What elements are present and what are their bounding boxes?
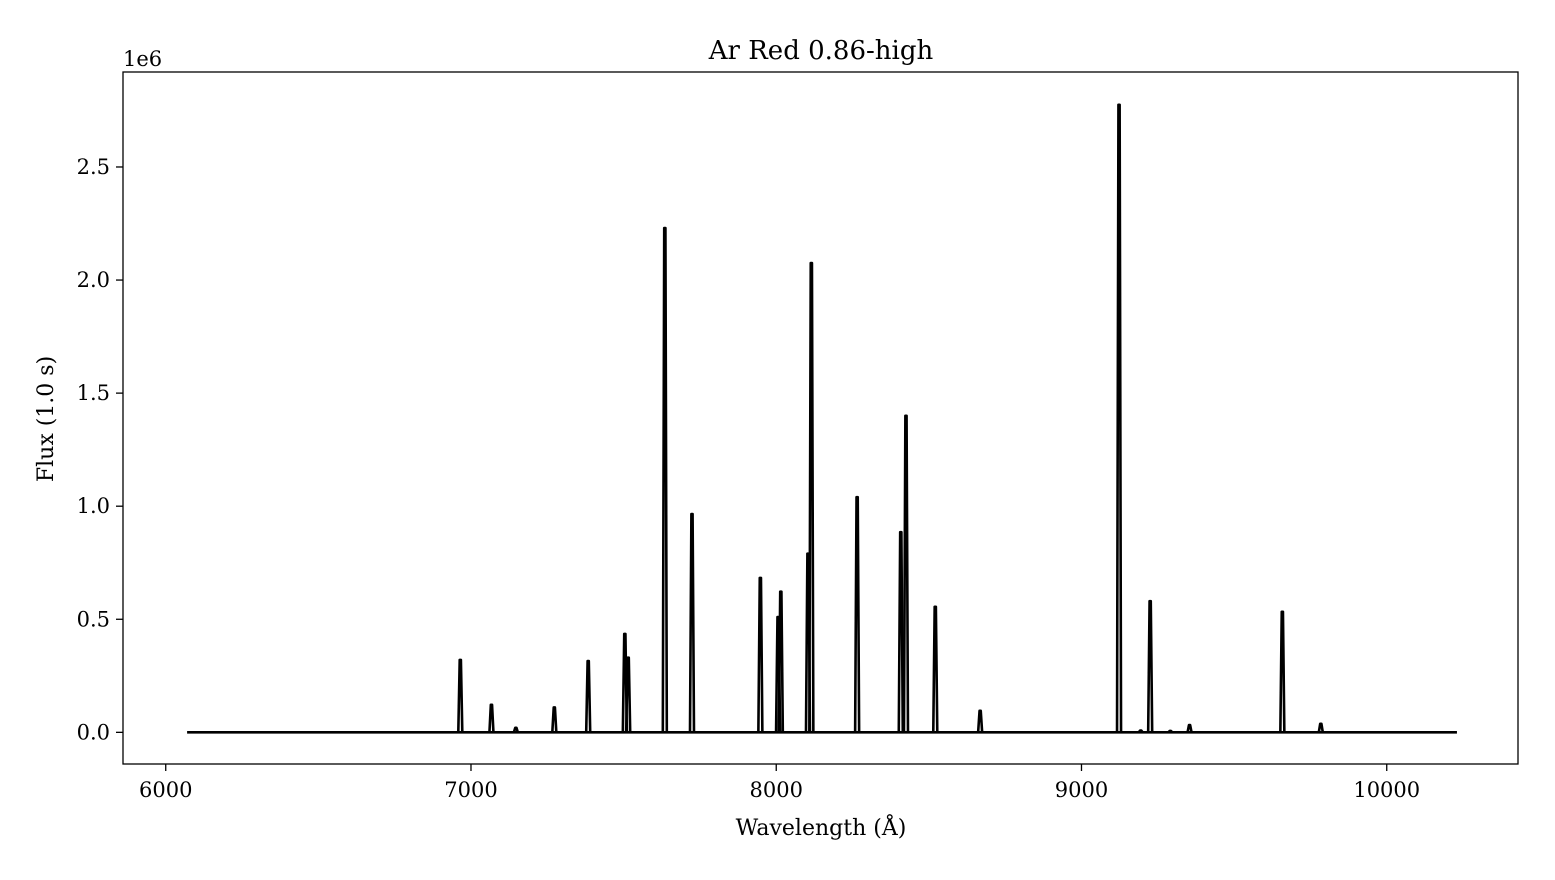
emission-line-peak <box>1186 723 1193 733</box>
plot-area <box>187 103 1457 734</box>
emission-line-peak <box>808 261 815 733</box>
emission-line-peak <box>1146 599 1154 733</box>
x-axis-label: Wavelength (Å) <box>736 813 907 841</box>
y-tick-label: 0.0 <box>77 720 110 744</box>
emission-line-peak <box>1279 610 1286 733</box>
x-tick-label: 6000 <box>139 778 192 802</box>
x-tick-label: 8000 <box>750 778 803 802</box>
emission-line-peak <box>661 226 669 733</box>
chart-title: Ar Red 0.86-high <box>708 36 934 66</box>
x-tick-label: 7000 <box>444 778 497 802</box>
emission-line-peak <box>584 659 592 733</box>
emission-line-peak <box>488 703 495 733</box>
x-tick-label: 10000 <box>1353 778 1420 802</box>
y-tick-label: 2.0 <box>77 268 110 292</box>
y-tick-label: 1.0 <box>77 494 110 518</box>
emission-line-peak <box>853 495 861 733</box>
emission-line-peak <box>457 658 464 733</box>
emission-line-peak <box>512 726 520 733</box>
emission-line-peak <box>777 590 785 733</box>
emission-line-peak <box>551 706 558 733</box>
emission-line-peak <box>1167 729 1174 734</box>
y-axis-offset-label: 1e6 <box>123 47 162 71</box>
plot-frame <box>122 71 1519 765</box>
emission-line-peak <box>624 656 632 733</box>
emission-line-peak <box>1317 722 1325 733</box>
emission-line-peak <box>931 605 939 733</box>
y-tick-label: 0.5 <box>77 607 110 631</box>
y-tick-label: 1.5 <box>77 381 110 405</box>
emission-line-peak <box>902 414 910 733</box>
y-axis-label: Flux (1.0 s) <box>34 356 59 482</box>
emission-line-peak <box>688 512 696 733</box>
x-axis: 6000 7000 8000 9000 10000 <box>139 764 1420 802</box>
emission-line-peak <box>897 530 905 733</box>
y-tick-label: 2.5 <box>77 155 110 179</box>
x-tick-label: 9000 <box>1055 778 1108 802</box>
y-axis: 0.0 0.5 1.0 1.5 2.0 2.5 <box>77 155 123 744</box>
emission-line-peak <box>1137 729 1144 734</box>
emission-line-peak <box>976 709 984 733</box>
emission-line-peak <box>757 576 764 733</box>
emission-line-peak <box>1115 103 1123 733</box>
